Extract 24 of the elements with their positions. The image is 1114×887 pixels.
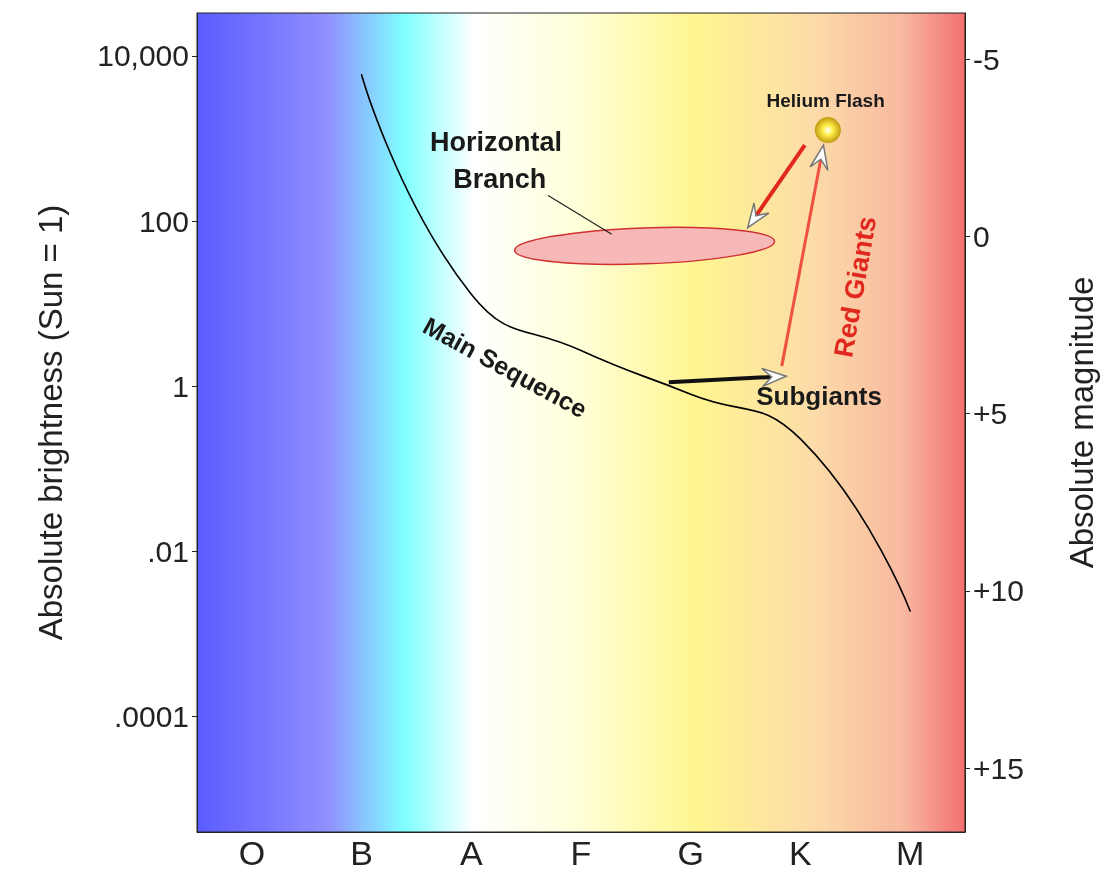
y2-axis-title: Absolute magnitude — [1063, 276, 1100, 569]
y-tick-label: 100 — [138, 204, 189, 238]
y2-tick-label: +15 — [973, 751, 1024, 785]
y2-tick-label: +5 — [973, 397, 1008, 431]
x-tick-label: A — [459, 834, 483, 872]
x-tick-label: B — [350, 834, 373, 872]
y2-tick-label: +10 — [973, 574, 1024, 608]
annotation: Helium Flash — [766, 89, 885, 111]
annotation: Subgiants — [756, 381, 882, 412]
x-tick-label: F — [570, 834, 592, 872]
y-tick-label: .01 — [147, 534, 189, 568]
y-axis-title: Absolute brightness (Sun = 1) — [32, 204, 69, 641]
y2-tick-label: 0 — [973, 219, 990, 253]
y2-tick-label: -5 — [973, 42, 1000, 76]
x-tick-label: K — [789, 834, 813, 872]
y-tick-label: 10,000 — [97, 39, 189, 73]
x-tick-label: G — [677, 834, 704, 872]
y-tick-label: 1 — [172, 369, 189, 403]
x-tick-label: M — [895, 834, 925, 872]
y-tick-label: .0001 — [113, 700, 189, 734]
x-tick-label: O — [238, 834, 266, 872]
line-series — [360, 73, 911, 612]
annotation: Red Giants — [828, 214, 883, 360]
annotation: Horizontal Branch — [430, 127, 570, 194]
